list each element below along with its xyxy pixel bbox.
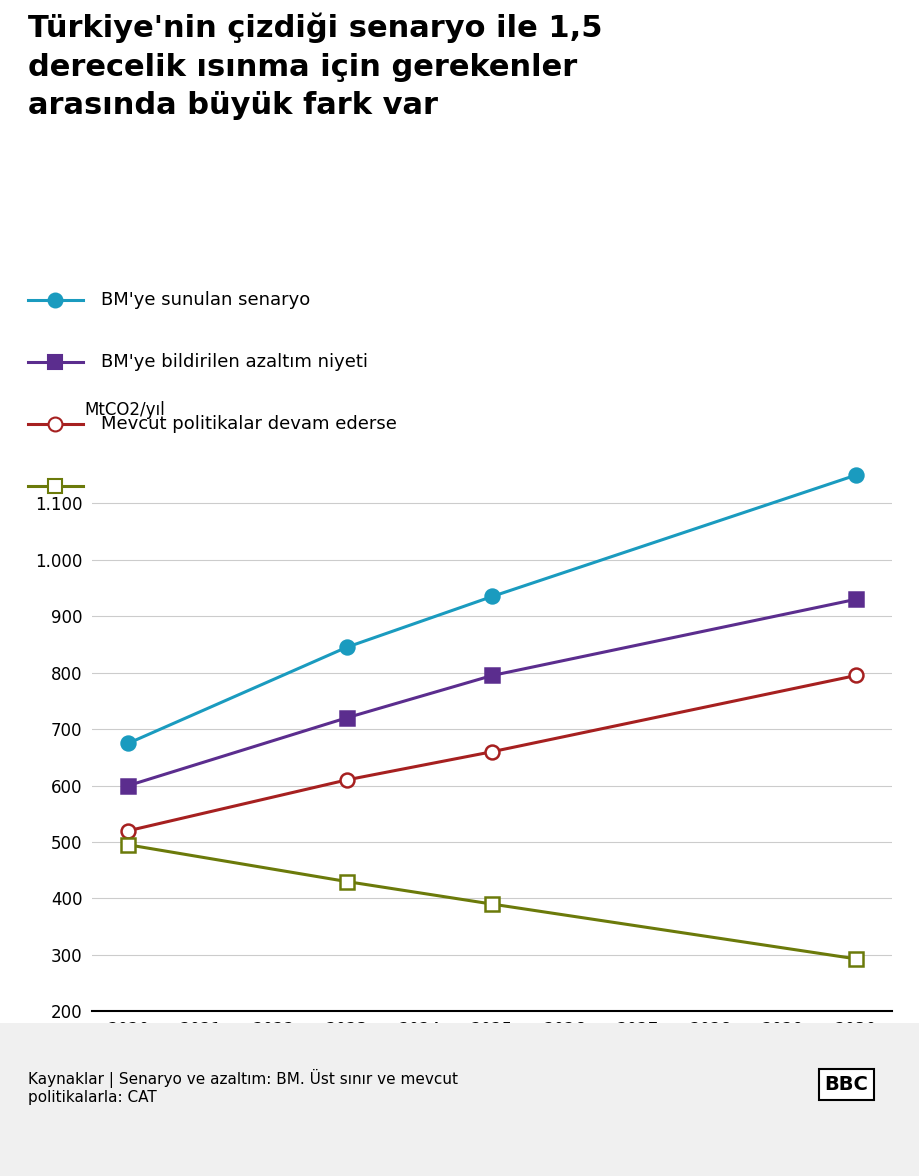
Text: Türkiye'nin çizdiği senaryo ile 1,5
derecelik ısınma için gerekenler
arasında bü: Türkiye'nin çizdiği senaryo ile 1,5 dere… [28,13,601,120]
Text: 1,5 derecelik ısınma için üst sınır: 1,5 derecelik ısınma için üst sınır [101,477,398,495]
Text: MtCO2/yıl: MtCO2/yıl [84,401,165,419]
Text: Kaynaklar | Senaryo ve azaltım: BM. Üst sınır ve mevcut
politikalarla: CAT: Kaynaklar | Senaryo ve azaltım: BM. Üst … [28,1069,457,1105]
Text: BM'ye sunulan senaryo: BM'ye sunulan senaryo [101,292,310,309]
Text: Mevcut politikalar devam ederse: Mevcut politikalar devam ederse [101,415,397,433]
Text: BM'ye bildirilen azaltım niyeti: BM'ye bildirilen azaltım niyeti [101,353,368,372]
Text: BBC: BBC [823,1075,868,1094]
